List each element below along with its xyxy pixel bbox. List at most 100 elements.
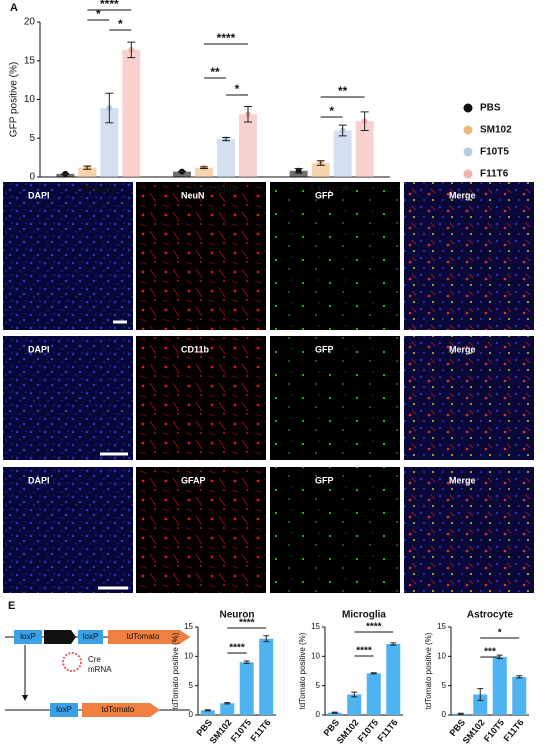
stop-box [44, 630, 71, 644]
y-tick-label: 15 [311, 622, 320, 631]
tdtomato-label: tdTomato [102, 705, 135, 714]
y-tick-label: 0 [189, 710, 194, 719]
error-bar [338, 124, 347, 137]
error-bar [244, 105, 252, 123]
significance-label: **** [366, 622, 382, 633]
error-bar [294, 167, 303, 174]
error-bar [390, 642, 397, 646]
legend-marker [463, 103, 473, 113]
x-tick-label: Microglia [193, 184, 237, 195]
y-tick-label: 10 [311, 651, 320, 660]
micrograph [404, 182, 534, 330]
significance-label: * [498, 628, 502, 639]
bar [217, 139, 235, 177]
x-tick-label: Astrocyte [309, 184, 356, 195]
channel-label: Merge [449, 190, 476, 200]
bar [259, 638, 274, 715]
lnp-icon [62, 652, 82, 672]
significance-label: ** [338, 84, 348, 98]
error-bar [224, 702, 231, 705]
y-tick-label: 20 [24, 17, 36, 28]
legend-marker [463, 169, 473, 179]
y-tick-label: 0 [316, 710, 321, 719]
significance-label: **** [239, 618, 255, 629]
y-tick-label: 15 [24, 55, 36, 66]
error-bar [263, 635, 270, 643]
y-tick-label: 15 [437, 622, 446, 631]
cre-label: Cre [88, 655, 101, 664]
micrograph [136, 336, 266, 460]
bar [200, 710, 215, 715]
channel-label: CD11b [181, 344, 210, 354]
bar [100, 108, 119, 177]
significance-label: * [96, 7, 101, 21]
bar [492, 656, 507, 715]
significance-label: ** [210, 65, 220, 79]
y-tick-label: 10 [184, 651, 193, 660]
error-bar [61, 173, 70, 175]
y-axis-label: tdTomato positive (%) [171, 632, 180, 709]
significance-label: **** [217, 31, 236, 45]
bar [327, 712, 342, 715]
bar [289, 170, 308, 177]
y-tick-label: 0 [442, 710, 447, 719]
tdtomato-box [108, 630, 190, 644]
significance-label: * [118, 17, 123, 31]
channel-label: GFP [315, 190, 334, 200]
x-tick-label: SM102 [208, 717, 234, 745]
channel-label: Merge [449, 475, 476, 485]
x-tick-label: F10T5 [356, 717, 380, 743]
y-tick-label: 10 [437, 651, 446, 660]
error-bar [222, 136, 230, 142]
bar [239, 114, 257, 177]
bar [347, 694, 362, 715]
loxp-box-label: loxP [56, 705, 72, 714]
channel-label: NeuN [181, 190, 205, 200]
significance-label: **** [229, 643, 245, 654]
error-bar [351, 691, 358, 698]
y-tick-label: 5 [189, 681, 194, 690]
y-axis-label: tdTomato positive (%) [424, 632, 433, 709]
loxp-box [50, 703, 78, 717]
channel-label: DAPI [28, 190, 50, 200]
channel-label: Merge [449, 344, 476, 354]
bar [239, 662, 254, 715]
legend-label: PBS [480, 103, 501, 114]
significance-label: *** [484, 647, 496, 658]
loxp-arrow [71, 630, 76, 644]
micrograph [404, 467, 534, 593]
y-axis-label: tdTomato positive (%) [298, 632, 307, 709]
error-bar [331, 711, 338, 714]
y-tick-label: 15 [184, 622, 193, 631]
x-tick-label: SM102 [335, 717, 361, 745]
loxp-box [14, 630, 42, 644]
chart-title: Astrocyte [467, 610, 514, 621]
bar [122, 49, 141, 177]
channel-label: GFP [315, 475, 334, 485]
micrograph [3, 467, 133, 593]
loxp-box [78, 630, 103, 644]
channel-label: GFAP [181, 475, 206, 485]
y-tick-label: 5 [442, 681, 447, 690]
micrograph [404, 336, 534, 460]
legend-marker [463, 147, 473, 157]
y-tick-label: 5 [29, 133, 35, 144]
x-tick-label: F10T5 [229, 717, 253, 743]
significance-label: * [329, 104, 334, 118]
micrograph [270, 336, 400, 460]
bar [311, 163, 330, 177]
x-tick-label: Neuron [81, 184, 116, 195]
significance-label: **** [356, 646, 372, 657]
error-bar [127, 41, 136, 59]
x-tick-label: SM102 [461, 717, 487, 745]
error-bar [316, 160, 325, 166]
error-bar [370, 672, 377, 675]
significance-label: **** [100, 0, 119, 11]
x-tick-label: F11T6 [249, 717, 273, 743]
channel-label: DAPI [28, 475, 50, 485]
panel-label: E [8, 600, 15, 612]
legend-label: F11T6 [480, 169, 509, 180]
micrograph [270, 182, 400, 330]
error-bar [105, 92, 114, 124]
